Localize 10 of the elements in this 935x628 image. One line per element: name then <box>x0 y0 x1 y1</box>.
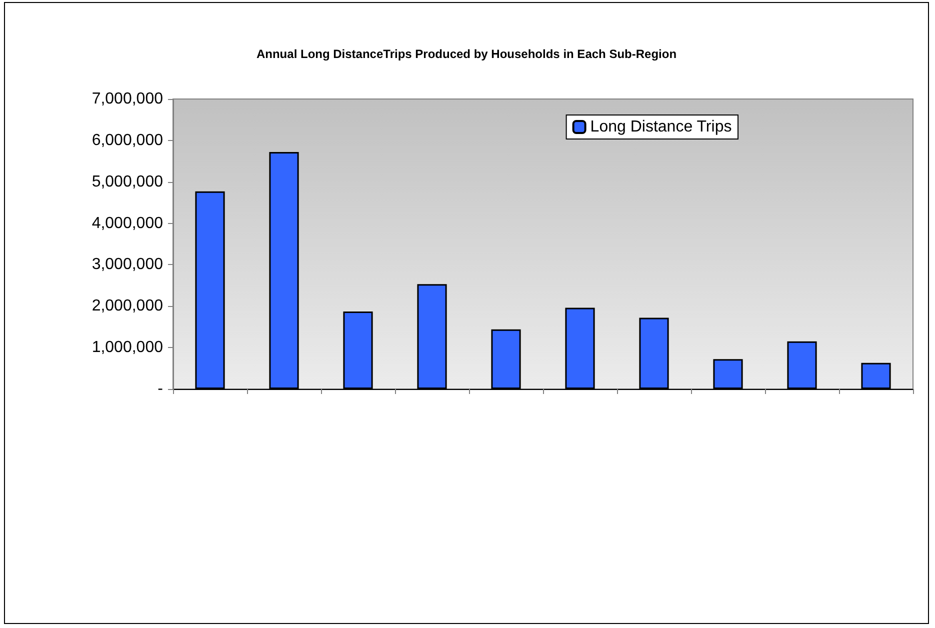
y-tick-label: 4,000,000 <box>92 214 164 232</box>
y-tick-label: 3,000,000 <box>92 256 164 274</box>
y-tick-label: 5,000,000 <box>92 173 164 190</box>
y-tick-label: 1,000,000 <box>92 339 164 356</box>
y-tick-label: - <box>158 380 163 398</box>
y-tick-label: 2,000,000 <box>92 298 164 315</box>
y-tick-label: 6,000,000 <box>92 132 164 149</box>
chart-title: Annual Long DistanceTrips Produced by Households in Each Sub-Region <box>256 47 677 61</box>
y-tick-label: 7,000,000 <box>92 90 164 108</box>
legend-label: Long Distance Trips <box>590 118 732 136</box>
